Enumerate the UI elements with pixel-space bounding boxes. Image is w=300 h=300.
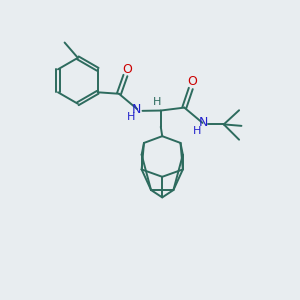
Text: H: H	[153, 97, 161, 107]
Text: H: H	[127, 112, 135, 122]
Text: O: O	[188, 76, 197, 88]
Text: O: O	[122, 62, 132, 76]
Text: N: N	[199, 116, 208, 129]
Text: N: N	[132, 103, 141, 116]
Text: H: H	[193, 126, 202, 136]
